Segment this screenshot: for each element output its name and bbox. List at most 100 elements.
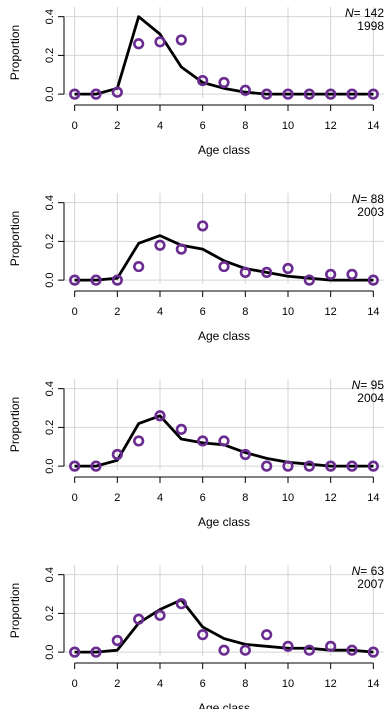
observed-point	[346, 88, 358, 100]
observed-point	[111, 634, 123, 647]
x-tick-label: 0	[72, 306, 78, 318]
x-tick-label: 14	[367, 678, 379, 690]
observed-point	[218, 76, 230, 89]
observed-point	[282, 640, 294, 652]
observed-point	[175, 598, 187, 610]
sample-size-label: N= 63	[352, 564, 385, 578]
y-tick-label: 0.4	[44, 381, 56, 396]
y-tick-label: 0.0	[44, 86, 56, 101]
observed-point	[239, 644, 251, 656]
observed-point	[367, 646, 379, 658]
sample-size-label: N= 142	[345, 6, 384, 20]
observed-point	[282, 88, 294, 100]
observed-point	[303, 274, 315, 286]
x-tick-label: 8	[242, 120, 248, 132]
x-tick-label: 6	[200, 120, 206, 132]
observed-point	[239, 84, 251, 96]
x-tick-label: 14	[367, 120, 379, 132]
observed-point	[69, 274, 81, 286]
x-tick-label: 6	[200, 306, 206, 318]
x-tick-label: 4	[157, 120, 163, 132]
observed-point	[69, 646, 81, 658]
observed-point	[239, 266, 251, 278]
observed-point	[197, 629, 209, 641]
observed-point	[346, 644, 358, 656]
y-tick-label: 0.0	[44, 458, 56, 473]
observed-point	[218, 435, 230, 447]
observed-point	[175, 423, 187, 435]
observed-point	[367, 460, 379, 472]
y-tick-label: 0.2	[44, 48, 56, 63]
observed-point	[154, 239, 166, 251]
observed-point	[346, 460, 358, 472]
observed-point	[303, 460, 315, 472]
x-tick-label: 10	[282, 306, 294, 318]
x-tick-label: 12	[325, 306, 337, 318]
year-label: 2003	[357, 205, 384, 219]
y-axis-title: Proportion	[8, 397, 22, 452]
y-axis-title: Proportion	[8, 25, 22, 80]
observed-point	[239, 448, 251, 461]
fitted-line	[74, 234, 374, 282]
observed-point	[154, 410, 166, 422]
x-tick-label: 12	[325, 492, 337, 504]
x-tick-label: 2	[114, 306, 120, 318]
x-tick-label: 2	[114, 492, 120, 504]
observed-point	[90, 646, 102, 658]
x-tick-label: 14	[367, 492, 379, 504]
x-tick-label: 6	[200, 678, 206, 690]
observed-point	[282, 262, 294, 275]
x-tick-label: 8	[242, 678, 248, 690]
year-label: 2007	[357, 577, 384, 591]
observed-point	[261, 460, 273, 472]
observed-point	[175, 243, 187, 255]
observed-point	[154, 36, 166, 48]
x-tick-label: 2	[114, 678, 120, 690]
observed-point	[303, 88, 315, 100]
x-axis-title: Age class	[198, 701, 250, 709]
observed-point	[261, 88, 273, 100]
observed-point	[261, 266, 273, 278]
x-tick-label: 4	[157, 492, 163, 504]
x-tick-label: 0	[72, 120, 78, 132]
year-label: 1998	[357, 19, 384, 33]
observed-point	[175, 34, 187, 46]
x-tick-label: 4	[157, 678, 163, 690]
x-tick-label: 0	[72, 492, 78, 504]
x-tick-label: 8	[242, 492, 248, 504]
panel-2007: 0 2 4 6 8 10 12 14 0.0 0.2 0.4 Age class Proportion N…	[8, 564, 384, 709]
y-axis-title: Proportion	[8, 211, 22, 266]
observed-point	[282, 460, 294, 472]
observed-point	[218, 260, 230, 273]
y-tick-label: 0.2	[44, 606, 56, 621]
x-tick-label: 0	[72, 678, 78, 690]
y-tick-label: 0.2	[44, 420, 56, 435]
observed-point	[69, 88, 81, 100]
panel-1998: 0 2 4 6 8 10 12 14 0.0 0.2 0.4 Age class Proportion N…	[8, 6, 384, 157]
x-axis-title: Age class	[198, 143, 250, 157]
observed-point	[325, 640, 337, 652]
y-tick-label: 0.0	[44, 644, 56, 659]
observed-point	[90, 88, 102, 100]
sample-size-label: N= 88	[352, 192, 385, 206]
y-tick-label: 0.2	[44, 234, 56, 249]
observed-point	[367, 274, 379, 286]
y-tick-label: 0.4	[44, 9, 56, 24]
observed-point	[197, 74, 209, 87]
observed-point	[303, 644, 315, 656]
observed-point	[367, 88, 379, 100]
x-tick-label: 2	[114, 120, 120, 132]
sample-size-label: N= 95	[352, 378, 385, 392]
fitted-line	[74, 598, 374, 654]
observed-point	[325, 460, 337, 472]
x-tick-label: 12	[325, 678, 337, 690]
observed-point	[197, 220, 209, 232]
observed-point	[133, 435, 145, 447]
y-tick-label: 0.0	[44, 272, 56, 287]
observed-point	[261, 629, 273, 641]
x-tick-label: 8	[242, 306, 248, 318]
observed-point	[111, 86, 123, 98]
x-tick-label: 14	[367, 306, 379, 318]
observed-point	[90, 460, 102, 472]
